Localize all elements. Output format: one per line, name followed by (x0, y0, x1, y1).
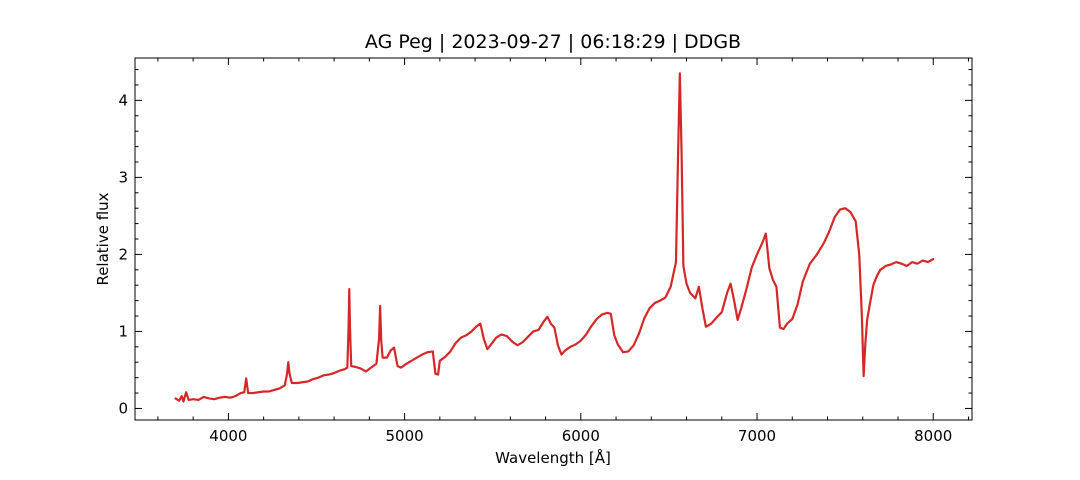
x-axis-label: Wavelength [Å] (495, 448, 611, 467)
y-tick-label: 4 (118, 91, 128, 109)
y-tick-label: 3 (118, 168, 128, 186)
x-tick-label: 6000 (562, 427, 600, 445)
y-axis-label: Relative flux (94, 192, 112, 285)
chart-title: AG Peg | 2023-09-27 | 06:18:29 | DDGB (365, 31, 741, 53)
x-tick-label: 4000 (209, 427, 247, 445)
spectrum-line-0 (174, 72, 935, 403)
x-tick-label: 7000 (738, 427, 776, 445)
x-tick-label: 8000 (914, 427, 952, 445)
plot-area: 4000 5000 6000 7000 8000 0 1 2 3 4 (118, 57, 973, 445)
y-tick-label: 0 (118, 399, 128, 417)
x-tick-label: 5000 (386, 427, 424, 445)
y-tick-label: 1 (118, 322, 128, 340)
y-tick-label: 2 (118, 245, 128, 263)
plot-frame (134, 57, 973, 421)
